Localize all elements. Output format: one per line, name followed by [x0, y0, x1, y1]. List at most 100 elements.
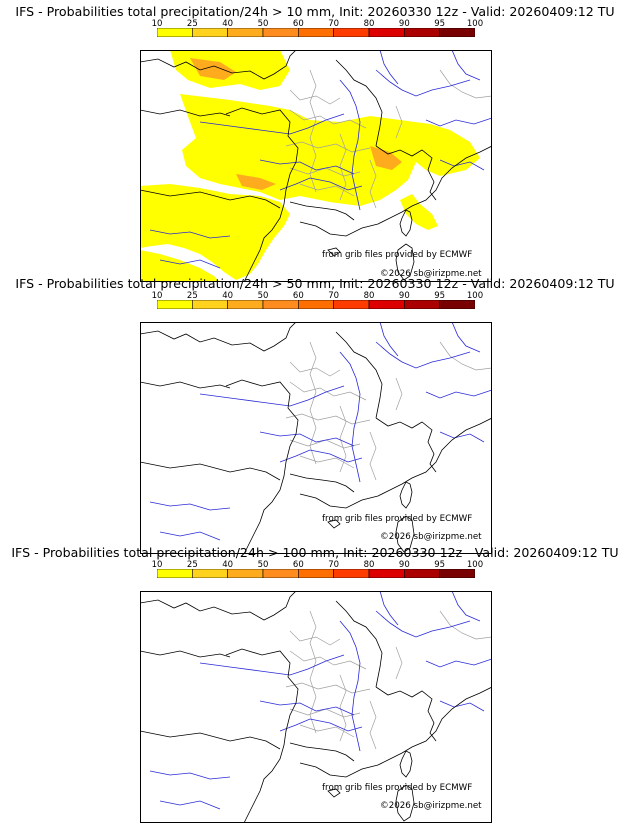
admin-border	[299, 183, 355, 197]
island-coastline	[327, 788, 341, 798]
admin-border	[369, 159, 377, 209]
precip-area-mid	[236, 174, 276, 190]
colorbar-segment	[157, 569, 193, 578]
colorbar-tick-label: 80	[363, 19, 375, 29]
credit-copyright: ©2026 sb@irizpme.net	[380, 269, 482, 279]
admin-border	[299, 455, 355, 469]
river	[159, 800, 221, 810]
admin-border	[289, 630, 341, 646]
precip-area-mid	[190, 58, 236, 80]
admin-border	[299, 724, 355, 738]
island-coastline	[327, 519, 341, 529]
colorbar-segment	[298, 300, 334, 309]
island-coastline	[395, 515, 415, 553]
precip-probability-map	[140, 50, 492, 282]
colorbar-tick-label: 90	[398, 291, 410, 301]
colorbar-tick-label: 95	[434, 560, 446, 570]
credit-source: from grib files provided by ECMWF	[322, 250, 473, 260]
admin-border	[289, 361, 341, 377]
credit-copyright: ©2026 sb@irizpme.net	[380, 801, 482, 811]
colorbar-segment	[333, 300, 370, 309]
admin-border	[309, 341, 317, 465]
river	[425, 658, 492, 668]
country-border	[335, 59, 383, 147]
country-border	[335, 331, 383, 419]
colorbar-segment	[298, 28, 334, 37]
colorbar-segment	[192, 28, 228, 37]
colorbar-tick-label: 95	[434, 19, 446, 29]
river	[279, 177, 363, 191]
river	[199, 385, 345, 407]
river	[425, 389, 492, 399]
admin-border	[439, 341, 492, 371]
colorbar-tick-label: 100	[466, 291, 484, 301]
colorbar-segment	[192, 569, 228, 578]
coastline	[140, 322, 299, 554]
river	[379, 591, 399, 626]
river	[259, 159, 355, 175]
river	[199, 113, 345, 135]
coastline	[299, 145, 492, 237]
coastline	[299, 417, 492, 509]
precip-probability-map	[140, 322, 492, 554]
colorbar-segment	[262, 300, 299, 309]
island-coastline	[327, 247, 341, 257]
island-coastline	[399, 481, 413, 509]
admin-border	[395, 646, 403, 680]
credit-source: from grib files provided by ECMWF	[322, 514, 473, 524]
colorbar-segment	[404, 569, 440, 578]
colorbar-tick-label: 60	[292, 19, 304, 29]
river	[379, 322, 399, 357]
colorbar-segment	[157, 300, 193, 309]
colorbar-tick-label: 70	[328, 560, 340, 570]
colorbar-segment	[262, 569, 299, 578]
precip-area-mid	[370, 146, 402, 170]
panel-title: IFS - Probabilities total precipitation/…	[15, 4, 615, 19]
coastline	[140, 381, 281, 481]
precip-shading	[140, 50, 480, 282]
river	[439, 431, 485, 443]
island-coastline	[395, 784, 415, 822]
river	[149, 501, 231, 511]
country-border	[375, 686, 437, 742]
colorbar-segment	[439, 28, 475, 37]
colorbar-tick-label: 10	[151, 19, 163, 29]
river	[279, 718, 363, 732]
country-border	[375, 145, 437, 201]
colorbar-tick-label: 25	[186, 291, 198, 301]
panel-title: IFS - Probabilities total precipitation/…	[15, 276, 615, 291]
colorbar	[157, 28, 475, 37]
colorbar-tick-label: 25	[186, 560, 198, 570]
map-geography	[140, 591, 492, 823]
colorbar-tick-label: 60	[292, 291, 304, 301]
colorbar-segment	[298, 569, 334, 578]
colorbar-segment	[368, 300, 405, 309]
admin-border	[309, 610, 317, 734]
country-border	[289, 742, 355, 762]
colorbar-labels: 10 25 40 50 60 70 80 90 95 100	[140, 291, 500, 301]
admin-border	[395, 105, 403, 139]
map-geography	[140, 50, 492, 282]
river	[451, 591, 481, 622]
river	[375, 69, 471, 97]
coastline	[140, 50, 299, 282]
coastline	[140, 591, 299, 823]
colorbar-tick-label: 100	[466, 19, 484, 29]
country-border	[289, 473, 355, 493]
credit-source: from grib files provided by ECMWF	[322, 783, 473, 793]
admin-border	[439, 610, 492, 640]
river	[439, 700, 485, 712]
colorbar-segment	[333, 569, 370, 578]
panel-100mm: IFS - Probabilities total precipitation/…	[0, 545, 630, 823]
river	[149, 770, 231, 780]
colorbar-segment	[192, 300, 228, 309]
admin-border	[369, 431, 377, 481]
colorbar	[157, 569, 475, 578]
admin-border	[369, 700, 377, 750]
panel-50mm: IFS - Probabilities total precipitation/…	[0, 276, 630, 554]
colorbar-tick-label: 70	[328, 291, 340, 301]
admin-border	[309, 69, 317, 193]
credit-copyright: ©2026 sb@irizpme.net	[380, 532, 482, 542]
island-coastline	[399, 750, 413, 778]
colorbar	[157, 300, 475, 309]
